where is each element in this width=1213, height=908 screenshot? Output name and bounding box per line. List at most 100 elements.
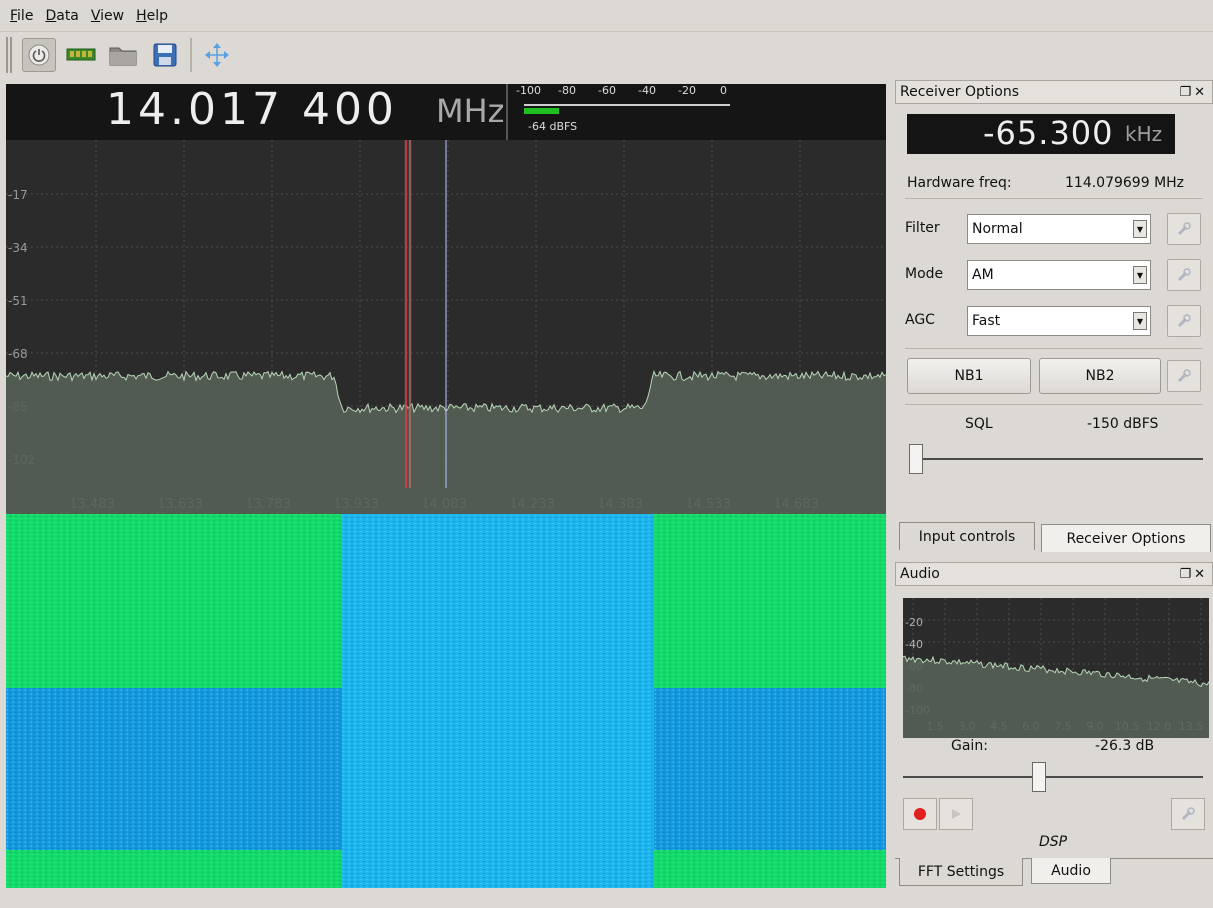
filter-offset-unit: kHz — [1125, 122, 1163, 146]
spectrum-plot[interactable]: -17-34-51-68-85-10213.48313.63313.78313.… — [6, 140, 886, 514]
start-dsp-button[interactable] — [22, 38, 56, 72]
menu-bar: File Data View Help — [0, 0, 1213, 32]
y-tick-label: -40 — [905, 638, 923, 651]
menu-help-mnemonic: H — [136, 7, 147, 24]
agc-select[interactable]: Fast ▼ — [967, 306, 1151, 336]
save-settings-button[interactable] — [148, 38, 182, 72]
dock-float-close-icons[interactable]: ❐✕ — [1179, 84, 1208, 100]
y-tick-label: -17 — [8, 188, 28, 202]
record-button[interactable] — [903, 798, 937, 830]
tab-audio[interactable]: Audio — [1031, 858, 1111, 884]
gain-slider-track[interactable] — [903, 776, 1203, 778]
power-icon — [28, 44, 50, 66]
audio-dock: Audio ❐✕ -20-40-60-80-1001.53.04.56.07.5… — [895, 562, 1213, 892]
mode-select[interactable]: AM ▼ — [967, 260, 1151, 290]
gain-label: Gain: — [951, 738, 988, 754]
divider — [905, 198, 1203, 199]
meter-scale-label: -60 — [598, 84, 616, 97]
spectrum-canvas[interactable]: -17-34-51-68-85-10213.48313.63313.78313.… — [6, 140, 886, 514]
filter-select[interactable]: Normal ▼ — [967, 214, 1151, 244]
y-tick-label: -68 — [8, 347, 28, 361]
agc-options-button[interactable] — [1167, 305, 1201, 337]
wrench-icon — [1177, 314, 1191, 328]
tab-input-controls[interactable]: Input controls — [899, 522, 1035, 550]
tab-fft-settings[interactable]: FFT Settings — [899, 858, 1023, 886]
hardware-board-icon — [66, 48, 96, 61]
gain-value: -26.3 dB — [1095, 738, 1155, 754]
gain-slider-handle[interactable] — [1032, 762, 1046, 792]
menu-view-label: iew — [100, 7, 125, 24]
squelch-label: SQL — [965, 416, 993, 432]
divider — [905, 348, 1203, 349]
meter-scale-label: -20 — [678, 84, 696, 97]
frequency-controller[interactable]: 14.017 400 MHz -100 -80 -60 -40 -20 0 -6… — [6, 84, 886, 140]
signal-meter: -100 -80 -60 -40 -20 0 -64 dBFS — [514, 84, 740, 140]
agc-label: AGC — [905, 312, 935, 328]
frequency-readout[interactable]: 14.017 400 — [106, 84, 398, 135]
wrench-icon — [1177, 369, 1191, 383]
toolbar-separator — [190, 38, 192, 72]
waterfall-display[interactable] — [6, 514, 886, 888]
frequency-unit: MHz — [436, 92, 505, 130]
audio-title: Audio — [900, 566, 940, 582]
meter-scale-label: -80 — [558, 84, 576, 97]
filter-passband — [404, 140, 412, 488]
y-tick-label: -51 — [8, 294, 28, 308]
chevron-down-icon[interactable]: ▼ — [1133, 220, 1147, 238]
filter-select-value: Normal — [972, 221, 1023, 237]
menu-view[interactable]: View — [91, 8, 124, 24]
menu-file-mnemonic: F — [10, 7, 18, 24]
meter-scale-label: -40 — [638, 84, 656, 97]
agc-select-value: Fast — [972, 313, 1001, 329]
meter-scale-label: 0 — [720, 84, 727, 97]
dsp-label: DSP — [1039, 834, 1068, 850]
frequency-divider — [506, 84, 508, 140]
io-devices-button[interactable] — [64, 38, 98, 72]
meter-scale-bar — [524, 104, 730, 106]
chevron-down-icon[interactable]: ▼ — [1133, 266, 1147, 284]
menu-file[interactable]: File — [10, 8, 33, 24]
hardware-freq-value: 114.079699 MHz — [1065, 175, 1185, 191]
toolbar-grip[interactable] — [6, 37, 12, 73]
mode-options-button[interactable] — [1167, 259, 1201, 291]
audio-fft-canvas[interactable]: -20-40-60-80-1001.53.04.56.07.59.010.512… — [903, 598, 1209, 738]
waterfall-canvas[interactable] — [6, 514, 886, 888]
noise-blanker-options-button[interactable] — [1167, 360, 1201, 392]
mode-select-value: AM — [972, 267, 994, 283]
audio-spectrum-trace — [903, 655, 1209, 688]
tab-receiver-options[interactable]: Receiver Options — [1041, 524, 1211, 552]
meter-readout: -64 dBFS — [528, 120, 578, 133]
audio-spectrum-fill — [903, 656, 1209, 738]
filter-offset-display[interactable]: -65.300 kHz — [907, 114, 1175, 154]
audio-options-button[interactable] — [1171, 798, 1205, 830]
nb1-button[interactable]: NB1 — [907, 358, 1031, 394]
audio-titlebar[interactable]: Audio ❐✕ — [895, 562, 1213, 586]
audio-fft-plot[interactable]: -20-40-60-80-1001.53.04.56.07.59.010.512… — [903, 598, 1209, 738]
menu-data-label: ata — [56, 7, 79, 24]
receiver-options-titlebar[interactable]: Receiver Options ❐✕ — [895, 80, 1213, 104]
menu-data[interactable]: Data — [45, 8, 78, 24]
receiver-options-title: Receiver Options — [900, 84, 1020, 100]
filter-offset-value[interactable]: -65.300 — [983, 114, 1114, 152]
chevron-down-icon[interactable]: ▼ — [1133, 312, 1147, 330]
play-button[interactable] — [939, 798, 973, 830]
hardware-freq-label: Hardware freq: — [907, 175, 1012, 191]
play-icon — [952, 809, 961, 819]
toggle-fullscreen-button[interactable] — [200, 38, 234, 72]
load-settings-button[interactable] — [106, 38, 140, 72]
divider — [905, 404, 1203, 405]
nb2-button[interactable]: NB2 — [1039, 358, 1161, 394]
save-icon — [153, 43, 177, 67]
squelch-slider-handle[interactable] — [909, 444, 923, 474]
squelch-slider-track[interactable] — [909, 458, 1203, 460]
dock-float-close-icons[interactable]: ❐✕ — [1179, 566, 1208, 582]
filter-label: Filter — [905, 220, 940, 236]
menu-help[interactable]: Help — [136, 8, 168, 24]
menu-view-mnemonic: V — [90, 7, 101, 24]
receiver-options-dock: Receiver Options ❐✕ -65.300 kHz Hardware… — [895, 80, 1213, 552]
filter-options-button[interactable] — [1167, 213, 1201, 245]
wrench-icon — [1181, 807, 1195, 821]
squelch-value: -150 dBFS — [1087, 416, 1159, 432]
meter-scale-label: -100 — [516, 84, 541, 97]
mode-label: Mode — [905, 266, 944, 282]
